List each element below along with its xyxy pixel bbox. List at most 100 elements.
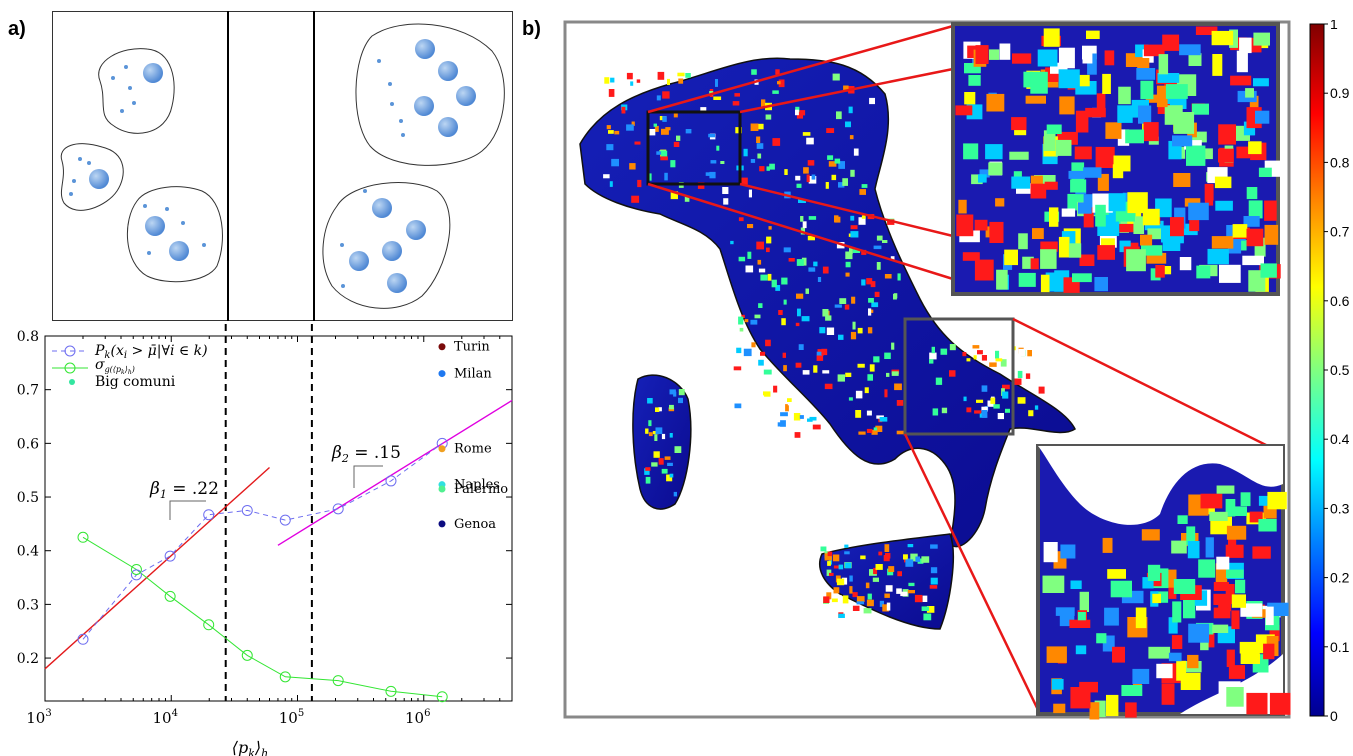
map-patch [844, 304, 850, 310]
map-patch [669, 404, 674, 410]
map-patch [1094, 700, 1106, 718]
map-patch [806, 174, 810, 183]
y-tick-label: 0.7 [17, 383, 39, 399]
map-patch [1014, 127, 1027, 136]
inset-south-patches [1042, 485, 1291, 720]
map-patch [1086, 30, 1100, 39]
map-patch [929, 359, 934, 364]
map-patch [876, 262, 881, 270]
map-patch [849, 586, 853, 594]
legend-label-sigma: σg(⟨pk⟩h) [95, 357, 135, 376]
map-patch [700, 107, 707, 111]
map-patch [903, 554, 908, 560]
map-patch [989, 49, 1000, 60]
map-patch [1032, 228, 1044, 239]
map-patch [1189, 216, 1200, 232]
data-point [279, 514, 291, 526]
map-patch [757, 153, 762, 159]
map-patch [685, 73, 691, 78]
map-patch [829, 572, 834, 576]
map-patch [716, 145, 720, 151]
map-patch [1156, 663, 1173, 679]
x-tick-label: 103 [26, 708, 51, 727]
colorbar-tick-label: 0.3 [1330, 500, 1350, 516]
map-patch [1177, 515, 1188, 524]
y-tick-label: 0.4 [17, 544, 39, 560]
map-patch [608, 89, 615, 97]
data-point [332, 503, 344, 515]
map-patch [861, 279, 866, 286]
map-patch [1165, 84, 1188, 99]
map-patch [1265, 606, 1274, 626]
map-patch [1243, 216, 1260, 227]
map-patch [826, 592, 832, 600]
map-patch [664, 172, 668, 181]
map-patch [636, 79, 641, 83]
map-patch [822, 266, 829, 274]
map-patch [1226, 525, 1247, 540]
map-patch [1246, 228, 1264, 247]
map-patch [747, 224, 754, 229]
map-patch [822, 370, 830, 374]
map-patch [857, 327, 863, 334]
map-patch [1095, 146, 1115, 168]
map-patch [1055, 139, 1072, 156]
city-label-genoa: Genoa [454, 517, 496, 532]
map-patch [813, 261, 818, 267]
map-patch [985, 144, 1003, 160]
map-patch [845, 261, 851, 268]
map-patch [801, 257, 807, 266]
map-patch [811, 174, 816, 180]
map-patch [1102, 635, 1115, 652]
map-patch [878, 551, 883, 556]
data-point [241, 649, 253, 661]
zoom-lines [647, 24, 1281, 715]
map-patch [715, 79, 718, 87]
x-tick-label: 105 [279, 708, 304, 727]
map-patch [1172, 135, 1193, 147]
map-patch [971, 174, 983, 185]
map-patch [981, 355, 987, 361]
map-patch [964, 92, 976, 105]
map-patch [796, 111, 803, 119]
map-patch [893, 293, 898, 299]
map-patch [1226, 687, 1244, 707]
map-patch [834, 216, 841, 223]
map-patch [1030, 183, 1047, 199]
map-patch [850, 231, 859, 238]
map-patch [1058, 236, 1070, 258]
map-patch [669, 473, 674, 478]
map-patch [1025, 95, 1046, 104]
map-patch [1017, 370, 1023, 378]
map-patch [777, 81, 781, 85]
map-patch [1187, 131, 1207, 143]
map-patch [833, 565, 842, 569]
map-patch [655, 427, 663, 434]
map-patch [995, 350, 1000, 359]
map-patch [868, 308, 872, 316]
map-patch [1187, 654, 1199, 669]
map-patch [661, 150, 668, 158]
map-patch [908, 582, 915, 587]
map-patch [795, 175, 801, 181]
map-patch [1147, 228, 1168, 240]
map-patch [1187, 541, 1200, 559]
y-tick-label: 0.8 [17, 329, 39, 345]
map-patch [677, 72, 685, 77]
colorbar-tick-label: 0.4 [1330, 431, 1350, 447]
map-patch [890, 256, 895, 261]
data-point [385, 685, 397, 697]
map-patch [897, 571, 902, 577]
map-patch [787, 402, 791, 406]
map-patch [1043, 130, 1056, 151]
schematic-diagram [52, 11, 513, 321]
map-patch [710, 160, 717, 164]
map-patch [1102, 73, 1111, 94]
map-patch [869, 97, 875, 105]
map-patch [922, 595, 928, 602]
map-patch [1017, 397, 1026, 404]
map-patch [905, 559, 914, 567]
series-line-sigma [82, 536, 443, 698]
cell-outline [126, 186, 223, 283]
map-patch [1102, 537, 1113, 553]
